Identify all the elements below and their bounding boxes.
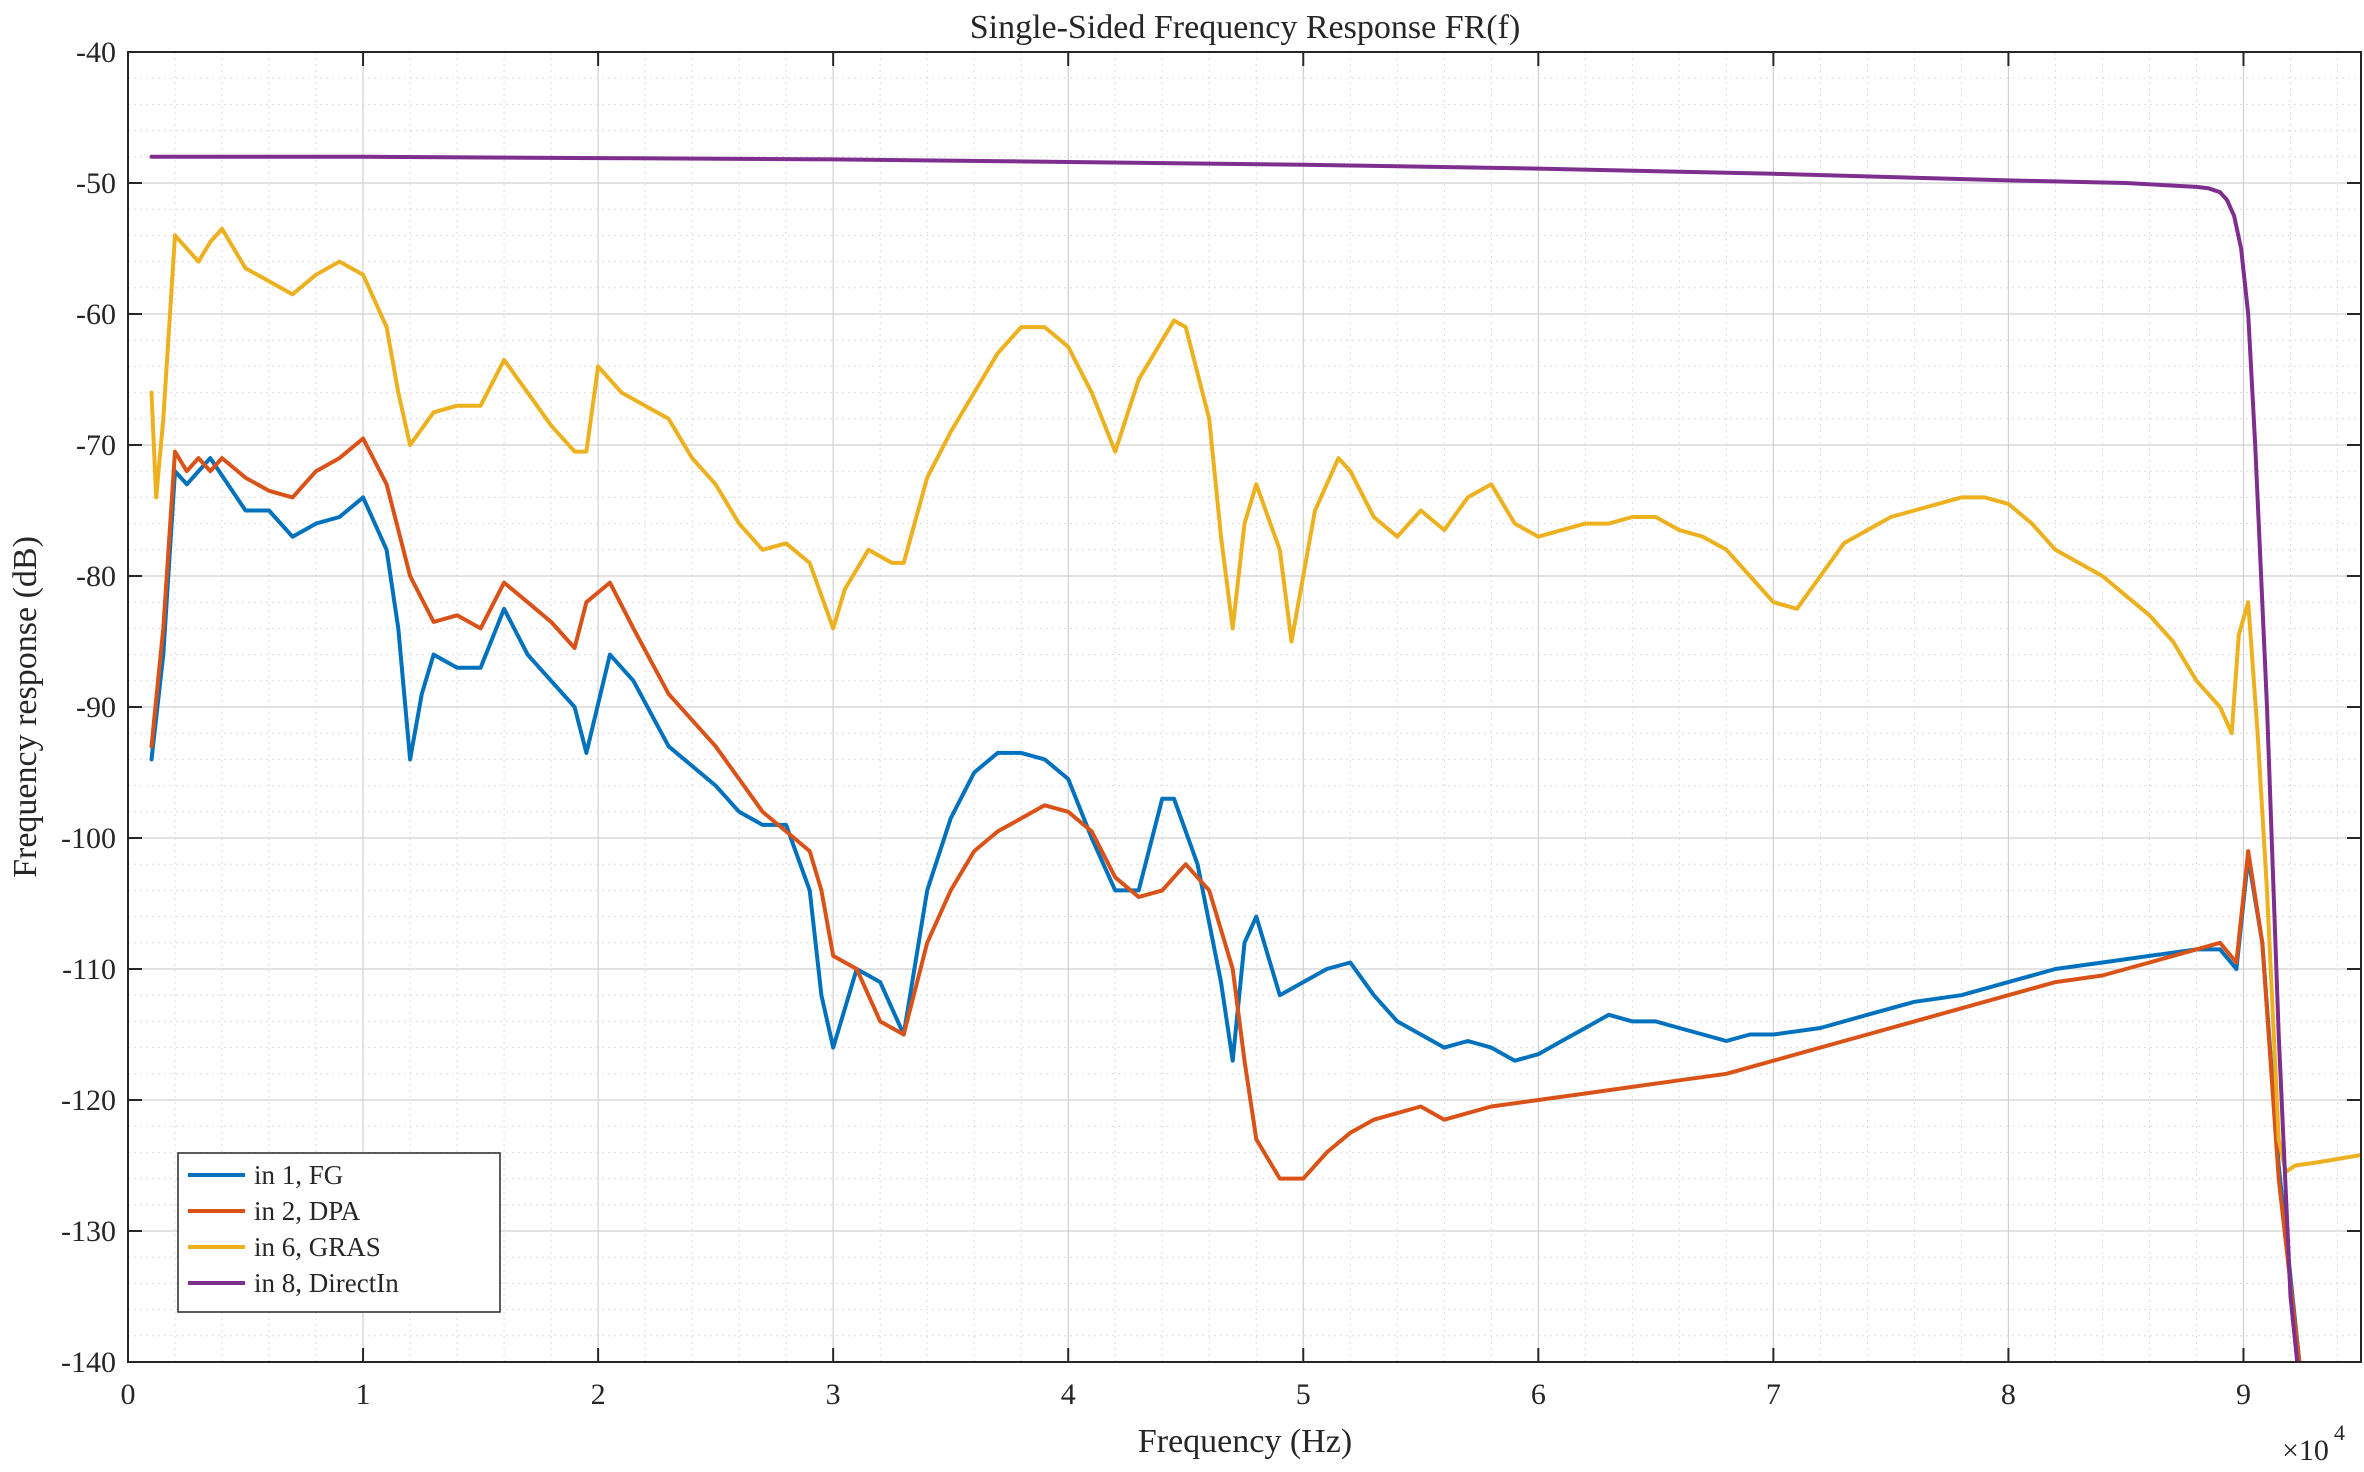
legend-box [177, 1152, 501, 1313]
tick-labels: 0 1 2 3 4 5 6 7 8 9 -40 -50 -60 -70 -80 -90 -100 -110 -120… [61, 36, 2251, 1411]
x-tick-label: 8 [2001, 1378, 2016, 1411]
legend-label: in 1, FG [254, 1160, 343, 1190]
x-tick-label: 4 [1061, 1378, 1076, 1411]
legend: in 1, FG in 2, DPA in 6, GRAS in 8, DirectI… [177, 1152, 501, 1313]
series-line-3 [149, 226, 2361, 1174]
y-tick-label: -130 [61, 1215, 116, 1248]
y-tick-label: -80 [76, 560, 116, 593]
x-tick-label: 6 [1531, 1378, 1546, 1411]
series-layer [149, 154, 2361, 1362]
x-tick-label: 0 [121, 1378, 136, 1411]
x-exponent-power: 4 [2334, 1420, 2345, 1445]
y-tick-label: -40 [76, 36, 116, 69]
x-tick-label: 1 [356, 1378, 371, 1411]
x-tick-label: 7 [1766, 1378, 1781, 1411]
legend-items: in 1, FG in 2, DPA in 6, GRAS in 8, DirectI… [188, 1160, 399, 1298]
y-tick-label: -110 [62, 953, 116, 986]
y-axis-title: Frequency response (dB) [7, 536, 44, 878]
y-tick-label: -50 [76, 167, 116, 200]
x-exponent-label: ×10 4 [2282, 1420, 2345, 1467]
series-line-4 [149, 154, 2300, 1362]
x-tick-label: 5 [1296, 1378, 1311, 1411]
legend-label: in 2, DPA [254, 1196, 361, 1226]
x-tick-label: 9 [2236, 1378, 2251, 1411]
series-line-2 [149, 436, 2302, 1362]
y-tick-label: -70 [76, 429, 116, 462]
y-tick-label: -90 [76, 691, 116, 724]
series-line-1 [149, 456, 2302, 1362]
legend-label: in 6, GRAS [254, 1232, 381, 1262]
x-tick-label: 2 [591, 1378, 606, 1411]
y-tick-label: -100 [61, 822, 116, 855]
x-axis-title: Frequency (Hz) [1138, 1423, 1352, 1460]
x-exponent-base: ×10 [2282, 1434, 2329, 1467]
y-tick-label: -60 [76, 298, 116, 331]
y-tick-label: -140 [61, 1346, 116, 1379]
chart-title: Single-Sided Frequency Response FR(f) [970, 9, 1521, 46]
legend-label: in 8, DirectIn [254, 1268, 399, 1298]
x-tick-label: 3 [826, 1378, 841, 1411]
y-tick-label: -120 [61, 1084, 116, 1117]
axis-ticks [127, 51, 2361, 1363]
